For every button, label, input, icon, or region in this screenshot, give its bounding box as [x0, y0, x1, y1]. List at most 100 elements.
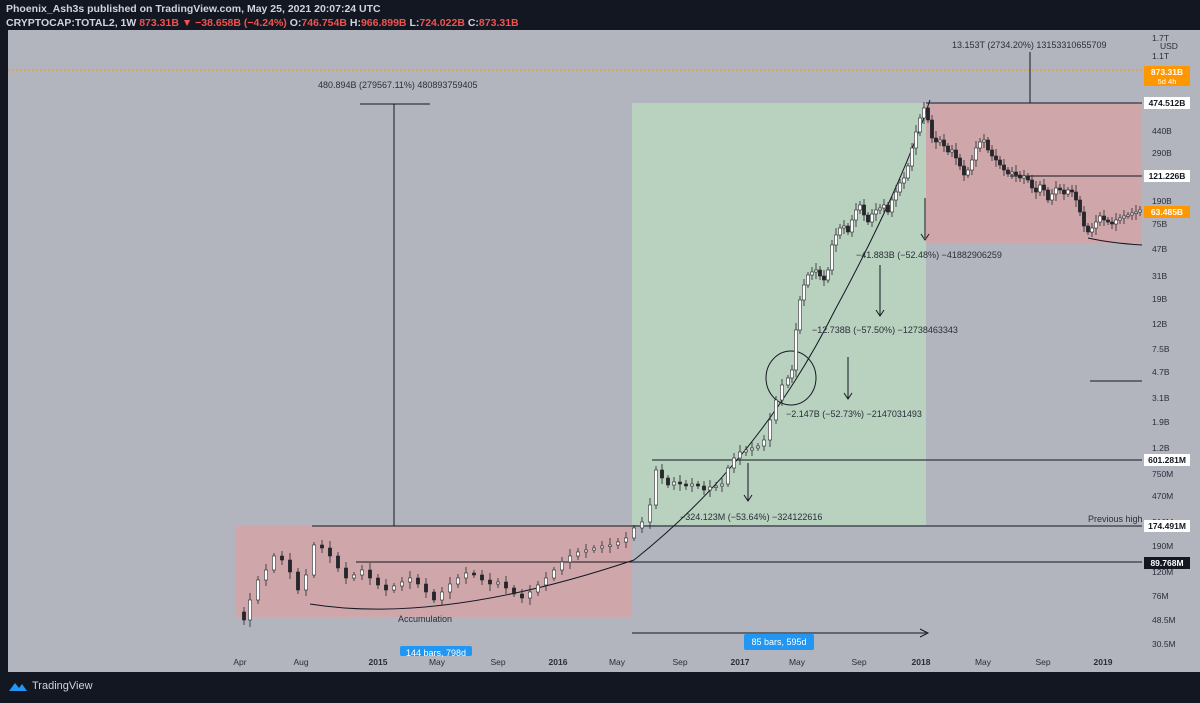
y-axis[interactable]: USD 1.7T 1.1T 440B 290B 190B 75B 47B 31B 19B 12B 7…	[1152, 33, 1178, 649]
candle	[568, 549, 572, 569]
candle	[902, 172, 906, 189]
candle	[914, 125, 918, 155]
candle	[536, 581, 540, 596]
measure-left-label: 480.894B (279567.11%) 480893759405	[318, 80, 477, 90]
y-tick-label: 75B	[1152, 219, 1167, 229]
candle	[1026, 173, 1030, 183]
candle	[1074, 185, 1078, 207]
candle	[970, 155, 974, 175]
publisher-line: Phoenix_Ash3s published on TradingView.c…	[6, 3, 381, 15]
candles	[242, 102, 1142, 627]
candle	[1122, 210, 1126, 224]
candle	[690, 478, 694, 492]
candle	[744, 446, 748, 456]
candle	[408, 571, 412, 589]
tradingview-brand: TradingView	[32, 680, 93, 692]
candle	[934, 131, 938, 149]
candle	[678, 475, 682, 491]
x-axis[interactable]: Apr Aug 2015 May Sep 2016 May Sep 2017 May Sep 2018…	[233, 657, 1112, 667]
candle	[910, 143, 914, 171]
price-tag: 474.512B	[1144, 97, 1190, 109]
candle	[1042, 179, 1046, 196]
candle	[866, 212, 870, 225]
price-tag-text: 121.226B	[1149, 171, 1186, 181]
measure-top-label: 13.153T (2734.20%) 13153310655709	[952, 40, 1106, 50]
candle	[1046, 187, 1050, 203]
y-tick-label: 12B	[1152, 319, 1167, 329]
candle	[930, 115, 934, 143]
y-tick-label: 190B	[1152, 196, 1172, 206]
candle	[954, 143, 958, 165]
candle	[440, 587, 444, 605]
candle	[842, 220, 846, 234]
x-tick-label: 2016	[549, 657, 568, 667]
accumulation-label: Accumulation	[398, 614, 452, 624]
candle	[432, 589, 436, 603]
candle	[802, 279, 806, 306]
candle	[666, 475, 670, 488]
candle	[994, 149, 998, 167]
candle	[684, 480, 688, 490]
candle	[794, 323, 798, 377]
candle	[584, 544, 588, 558]
candle	[886, 202, 890, 215]
candle	[798, 296, 802, 334]
y-tick-label: 440B	[1152, 126, 1172, 136]
candle	[708, 480, 712, 497]
candle	[874, 203, 878, 221]
high-value: 966.899B	[360, 17, 407, 29]
y-tick-label: 4.7B	[1152, 367, 1170, 377]
last-price: 873.31B	[139, 17, 179, 29]
candle	[834, 228, 838, 252]
candle	[846, 223, 850, 235]
price-tag-text: 89.768M	[1150, 558, 1183, 568]
drop-label-1: −41.883B (−52.48%) −41882906259	[856, 250, 1002, 260]
y-tick-label: 120M	[1152, 567, 1173, 577]
candle	[1018, 171, 1022, 182]
highlight-circle	[765, 350, 817, 406]
candle	[726, 465, 730, 487]
y-tick-label: 1.1T	[1152, 51, 1169, 61]
price-chart[interactable]: 13.153T (2734.20%) 13153310655709 480.89…	[8, 30, 1200, 672]
candle	[336, 552, 340, 572]
symbol-name[interactable]: CRYPTOCAP:TOTAL2, 1W	[6, 17, 137, 29]
price-tag: 174.491M	[1144, 520, 1190, 532]
y-tick-label: 1.9B	[1152, 417, 1170, 427]
accumulation-zone	[236, 526, 632, 617]
candle	[978, 138, 982, 152]
x-tick-label: 2018	[912, 657, 931, 667]
candle	[762, 435, 766, 451]
price-tag-sub: 5d 4h	[1158, 77, 1177, 86]
chart-area[interactable]: 13.153T (2734.20%) 13153310655709 480.89…	[8, 30, 1200, 672]
price-tag-text: 174.491M	[1148, 521, 1186, 531]
candle	[780, 379, 784, 406]
candle	[576, 548, 580, 560]
candle	[640, 517, 644, 533]
candle	[738, 445, 742, 465]
x-tick-label: Sep	[490, 657, 505, 667]
x-tick-label: Sep	[672, 657, 687, 667]
footer-bar: TradingView	[0, 672, 1200, 703]
previous-high-label: Previous high	[1088, 514, 1143, 524]
drop-arrows	[743, 198, 930, 502]
currency-label: USD	[1160, 41, 1178, 51]
candle	[974, 141, 978, 167]
candle	[1118, 214, 1122, 224]
candle	[552, 567, 556, 581]
candle	[1106, 217, 1110, 225]
price-change: ▼ −38.658B (−4.24%)	[181, 17, 287, 29]
candle	[368, 563, 372, 585]
candle	[654, 466, 658, 509]
close-label: C:	[467, 17, 479, 29]
candle	[1002, 159, 1006, 176]
candle	[528, 585, 532, 605]
range-badge: 85 bars, 595d	[744, 634, 814, 650]
candle	[344, 562, 348, 584]
tradingview-logo[interactable]: TradingView	[8, 680, 93, 692]
drop-label-2: −12.738B (−57.50%) −12738463343	[812, 325, 958, 335]
candle	[890, 195, 894, 217]
candle	[328, 541, 332, 563]
x-tick-label: Apr	[233, 657, 246, 667]
candle	[1086, 223, 1090, 235]
candle	[768, 413, 772, 447]
